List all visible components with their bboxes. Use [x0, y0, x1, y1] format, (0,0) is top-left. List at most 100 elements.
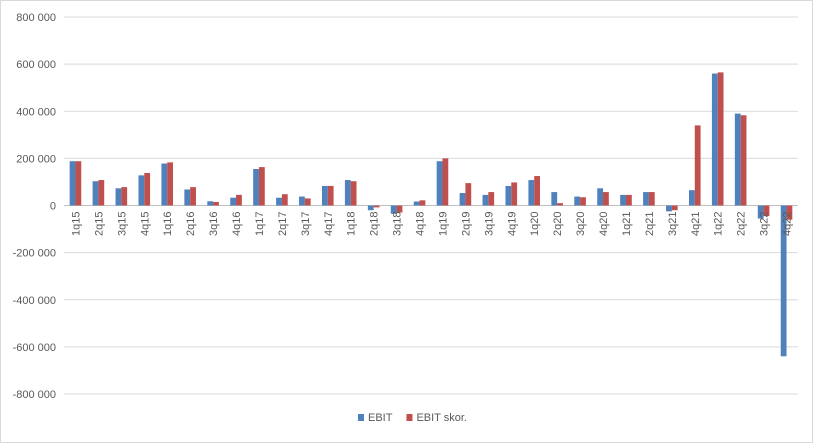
y-tick-label: 200 000 — [16, 153, 56, 165]
x-tick-label: 3q17 — [300, 212, 312, 236]
bar-ebit-skor-4q15 — [144, 172, 151, 206]
bar-ebit-3q19 — [482, 194, 489, 206]
x-tick-label: 1q18 — [346, 212, 358, 236]
x-tick-label: 1q21 — [621, 212, 633, 236]
bar-ebit-4q20 — [597, 188, 604, 206]
y-tick-label: 0 — [50, 201, 56, 213]
bar-ebit-4q21 — [688, 190, 695, 206]
bar-ebit-3q16 — [207, 201, 214, 206]
bar-ebit-2q15 — [92, 181, 99, 206]
bar-ebit-1q22 — [711, 73, 718, 206]
legend: EBIT EBIT skor. — [358, 412, 467, 424]
bar-ebit-skor-3q18 — [396, 205, 403, 213]
bar-ebit-2q16 — [184, 189, 191, 206]
bar-ebit-skor-1q16 — [167, 162, 174, 206]
bar-ebit-3q18 — [390, 205, 397, 214]
x-tick-label: 2q17 — [277, 212, 289, 236]
bar-ebit-2q18 — [367, 205, 374, 211]
bar-ebit-skor-4q22 — [786, 205, 793, 220]
x-tick-label: 3q22 — [759, 212, 771, 236]
bar-ebit-3q17 — [299, 196, 305, 206]
x-tick-label: 4q19 — [506, 212, 518, 236]
x-tick-label: 2q21 — [644, 212, 656, 236]
bar-ebit-skor-4q16 — [236, 194, 242, 206]
x-tick-label: 2q22 — [736, 212, 748, 236]
bar-ebit-skor-1q22 — [717, 72, 724, 206]
x-tick-label: 4q17 — [323, 212, 335, 236]
bar-ebit-3q21 — [666, 205, 672, 212]
bar-ebit-4q15 — [138, 175, 145, 206]
bar-ebit-skor-1q20 — [534, 176, 541, 206]
y-tick-label: 400 000 — [16, 106, 56, 118]
bar-ebit-3q20 — [574, 196, 581, 206]
x-tick-label: 2q18 — [369, 212, 381, 236]
bar-ebit-skor-4q20 — [603, 192, 609, 206]
bar-ebit-3q22 — [757, 205, 764, 219]
bar-ebit-skor-3q17 — [304, 198, 311, 206]
bar-ebit-skor-4q17 — [327, 185, 334, 206]
bar-ebit-skor-4q18 — [419, 200, 426, 206]
bar-ebit-1q19 — [436, 161, 443, 206]
x-tick-label: 1q16 — [162, 212, 174, 236]
x-tick-label: 1q15 — [70, 212, 82, 236]
y-tick-label: -400 000 — [13, 295, 56, 307]
x-tick-label: 4q21 — [690, 212, 702, 236]
bar-ebit-skor-3q20 — [580, 197, 586, 206]
y-axis-ticks: 800 000 600 000 400 000 200 000 0 -200 000 -40… — [13, 12, 56, 401]
bar-ebit-skor-1q21 — [625, 194, 632, 206]
bar-ebit-skor-2q16 — [190, 187, 196, 206]
y-tick-label: -800 000 — [13, 389, 56, 401]
bar-ebit-2q22 — [734, 113, 741, 206]
x-tick-label: 1q17 — [254, 212, 266, 236]
x-tick-label: 3q16 — [208, 212, 220, 236]
bar-ebit-1q17 — [253, 168, 259, 206]
bars — [69, 72, 793, 357]
bar-ebit-skor-1q18 — [350, 181, 357, 206]
bar-ebit-skor-2q19 — [465, 183, 472, 206]
bar-ebit-1q16 — [161, 163, 168, 206]
x-tick-label: 3q21 — [667, 212, 679, 236]
y-tick-label: -200 000 — [13, 248, 56, 260]
legend-swatch — [406, 414, 413, 421]
y-tick-label: -600 000 — [13, 342, 56, 354]
bar-ebit-skor-3q16 — [213, 201, 219, 206]
gridlines — [64, 16, 798, 395]
x-tick-label: 1q22 — [713, 212, 725, 236]
bar-ebit-4q18 — [413, 201, 420, 206]
legend-swatch — [358, 414, 364, 421]
bar-ebit-1q20 — [528, 180, 535, 206]
bar-ebit-2q20 — [551, 192, 558, 206]
bar-ebit-2q17 — [276, 197, 282, 206]
x-tick-label: 3q19 — [483, 212, 495, 236]
x-tick-label: 1q19 — [437, 212, 449, 236]
x-tick-label: 4q16 — [231, 212, 243, 236]
bar-ebit-4q17 — [321, 185, 328, 206]
x-tick-label: 3q15 — [116, 212, 128, 236]
bar-ebit-4q22 — [780, 205, 787, 357]
bar-ebit-4q19 — [505, 185, 512, 206]
bar-ebit-skor-2q21 — [648, 192, 655, 206]
legend-label: EBIT skor. — [416, 412, 467, 424]
bar-ebit-skor-4q21 — [694, 125, 701, 206]
x-tick-label: 4q15 — [139, 212, 151, 236]
x-tick-label: 4q18 — [415, 212, 427, 236]
bar-ebit-4q16 — [230, 197, 237, 206]
y-tick-label: 800 000 — [16, 12, 56, 24]
legend-label: EBIT — [368, 412, 393, 424]
x-tick-label: 4q22 — [782, 212, 794, 236]
bar-ebit-skor-2q15 — [98, 180, 105, 206]
x-tick-label: 1q20 — [529, 212, 541, 236]
x-axis-labels: 1q15 2q15 3q15 4q15 1q16 2q16 3q16 4q16 1q17 2q17… — [70, 212, 793, 236]
bar-ebit-skor-3q15 — [121, 187, 128, 206]
x-tick-label: 3q20 — [575, 212, 587, 236]
bar-ebit-skor-1q19 — [442, 158, 449, 206]
bar-ebit-1q18 — [344, 180, 351, 206]
x-tick-label: 4q20 — [598, 212, 610, 236]
x-tick-label: 3q18 — [392, 212, 404, 236]
bar-ebit-skor-2q22 — [740, 115, 747, 206]
bar-ebit-skor-3q19 — [488, 192, 495, 206]
bar-ebit-skor-4q19 — [511, 182, 518, 206]
bar-ebit-skor-3q22 — [763, 205, 770, 217]
bar-ebit-skor-2q17 — [281, 194, 288, 206]
